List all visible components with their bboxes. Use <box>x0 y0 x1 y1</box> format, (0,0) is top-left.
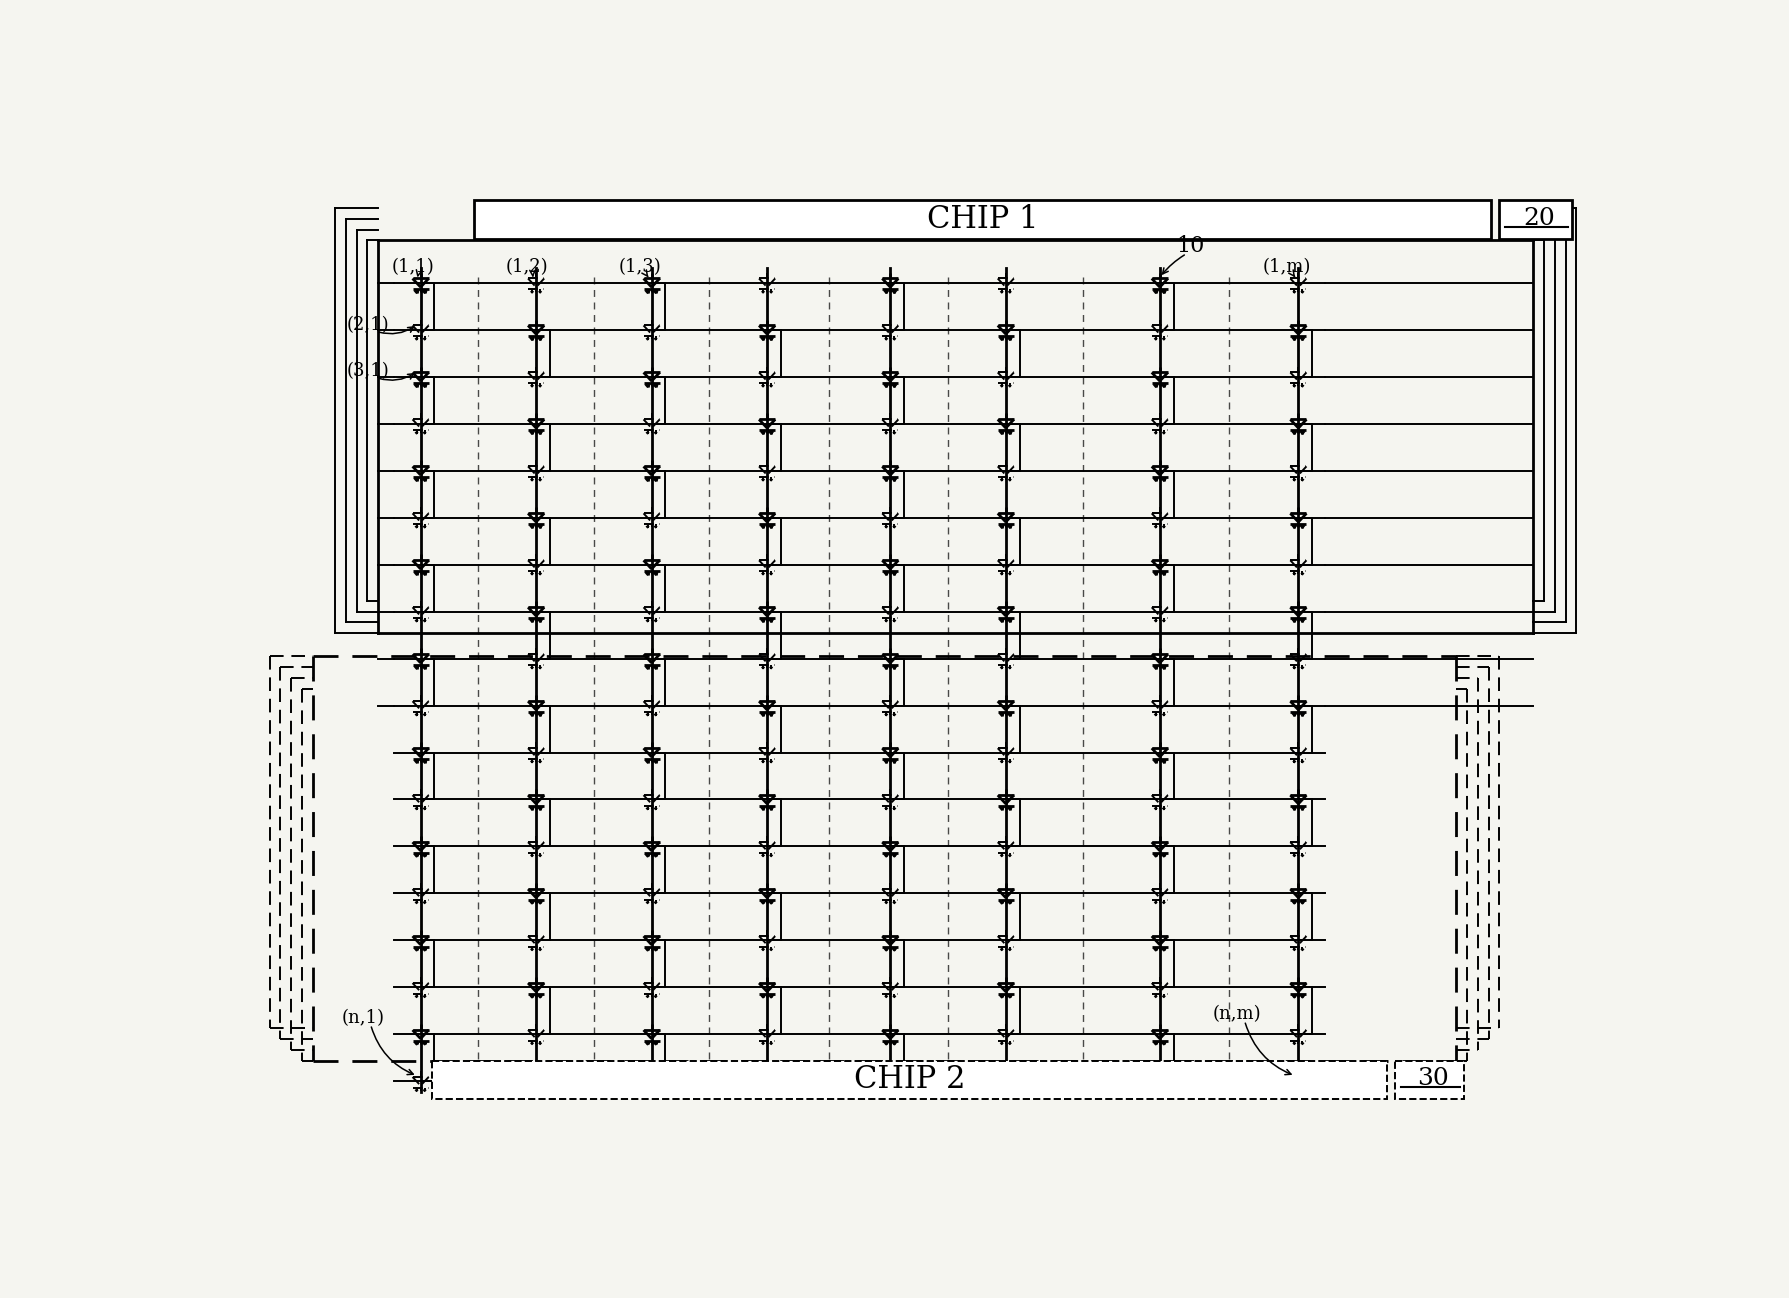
Text: 10: 10 <box>1177 235 1204 257</box>
Text: (n,1): (n,1) <box>342 1009 385 1027</box>
Text: CHIP 2: CHIP 2 <box>853 1064 966 1096</box>
Text: (n,m): (n,m) <box>1213 1006 1261 1023</box>
Text: (1,2): (1,2) <box>506 258 547 276</box>
Text: (1,3): (1,3) <box>619 258 662 276</box>
Text: 20: 20 <box>1522 206 1555 230</box>
Text: (3,1): (3,1) <box>347 362 390 380</box>
Bar <box>1395 1060 1463 1099</box>
Text: (2,1): (2,1) <box>347 317 390 334</box>
Text: (1,1): (1,1) <box>392 258 435 276</box>
Bar <box>433 1060 1386 1099</box>
Bar <box>474 200 1490 239</box>
Text: CHIP 1: CHIP 1 <box>927 204 1038 235</box>
Text: (1,m): (1,m) <box>1263 258 1311 276</box>
Bar <box>1499 200 1573 239</box>
Text: 30: 30 <box>1417 1067 1449 1090</box>
